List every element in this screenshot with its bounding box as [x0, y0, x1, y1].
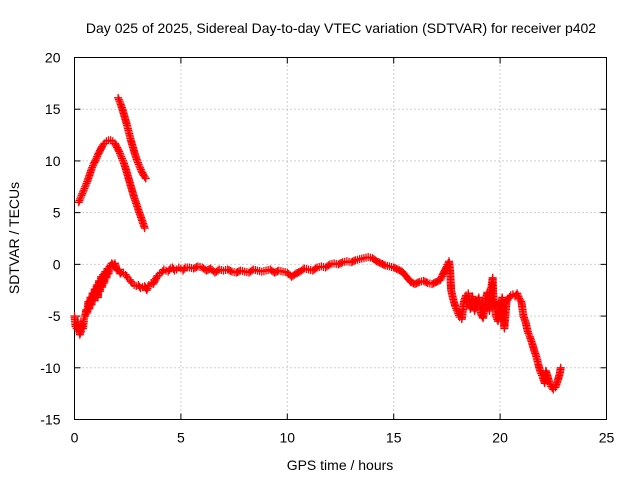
y-tick-label: 10	[45, 153, 61, 169]
data-point	[453, 307, 462, 316]
data-point	[545, 377, 554, 386]
grid	[74, 57, 607, 420]
data-point-interp	[115, 149, 124, 158]
data-point-interp	[545, 378, 554, 387]
data-point	[513, 289, 522, 298]
data-point	[523, 327, 532, 336]
data-point-interp	[114, 95, 123, 104]
data-point-interp	[92, 154, 101, 163]
x-tick-label: 5	[177, 430, 185, 446]
axis-ticks	[74, 57, 607, 420]
data-point	[76, 193, 85, 202]
y-tick-label: 20	[45, 50, 61, 66]
y-tick-label: 0	[53, 256, 61, 272]
data-point-interp	[379, 260, 388, 269]
data-point-interp	[88, 163, 97, 172]
x-tick-label: 15	[386, 430, 402, 446]
data-point	[142, 286, 151, 295]
data-point-interp	[226, 266, 235, 275]
data-point	[117, 152, 126, 161]
data-point	[135, 162, 144, 171]
data-point	[74, 198, 83, 207]
y-tick-label: 15	[45, 101, 61, 117]
axis-tick-labels: 0 5 10 15 20 25 -15 -10 -5 0 5 10 15 20	[40, 50, 614, 446]
y-tick-label: -5	[48, 308, 61, 324]
data-point	[81, 182, 90, 191]
data-point	[436, 275, 445, 284]
data-point	[114, 93, 123, 102]
data-point-interp	[422, 278, 431, 287]
y-tick-label: -15	[40, 412, 60, 428]
data-point-interp	[75, 196, 84, 205]
data-point-interp	[311, 264, 320, 273]
chart-title: Day 025 of 2025, Sidereal Day-to-day VTE…	[86, 20, 596, 36]
y-axis-label: SDTVAR / TECUs	[6, 182, 22, 294]
data-point	[141, 174, 150, 183]
data-point-interp	[78, 189, 87, 198]
data-point-interp	[116, 151, 125, 160]
data-point-interp	[349, 256, 358, 265]
data-point	[115, 147, 124, 156]
data-point	[451, 302, 460, 311]
data-point-interp	[136, 163, 145, 172]
data-point-interp	[79, 186, 88, 195]
data-point-interp	[413, 278, 422, 287]
data-point	[556, 363, 565, 372]
plot-frame	[74, 57, 607, 420]
x-tick-label: 20	[492, 430, 508, 446]
data-point-interp	[524, 329, 533, 338]
series-arc-b	[74, 136, 149, 233]
x-axis-label: GPS time / hours	[287, 457, 394, 473]
data-point-interp	[133, 158, 142, 167]
y-tick-label: -10	[40, 360, 60, 376]
x-tick-label: 25	[599, 430, 615, 446]
data-point-interp	[337, 258, 346, 267]
data-point-interp	[77, 191, 86, 200]
x-tick-label: 0	[71, 430, 79, 446]
data-point-interp	[134, 160, 143, 169]
data-point	[79, 187, 88, 196]
y-tick-label: 5	[53, 205, 61, 221]
data-point-interp	[140, 172, 149, 181]
data-point-interp	[143, 284, 152, 293]
data-point	[133, 156, 142, 165]
data-point-interp	[513, 291, 522, 300]
series-arc-c	[70, 253, 565, 394]
x-tick-label: 10	[280, 430, 296, 446]
data-point-interp	[452, 304, 461, 313]
data-point	[87, 165, 96, 174]
data-points	[70, 93, 565, 394]
data-point-interp	[437, 274, 446, 283]
data-point	[140, 224, 149, 233]
data-point-interp	[118, 154, 127, 163]
data-point-interp	[76, 194, 85, 203]
data-point-interp	[80, 184, 89, 193]
data-point-interp	[81, 181, 90, 190]
data-point	[91, 155, 100, 164]
series-arc-a	[114, 93, 150, 183]
data-point-interp	[324, 261, 333, 270]
